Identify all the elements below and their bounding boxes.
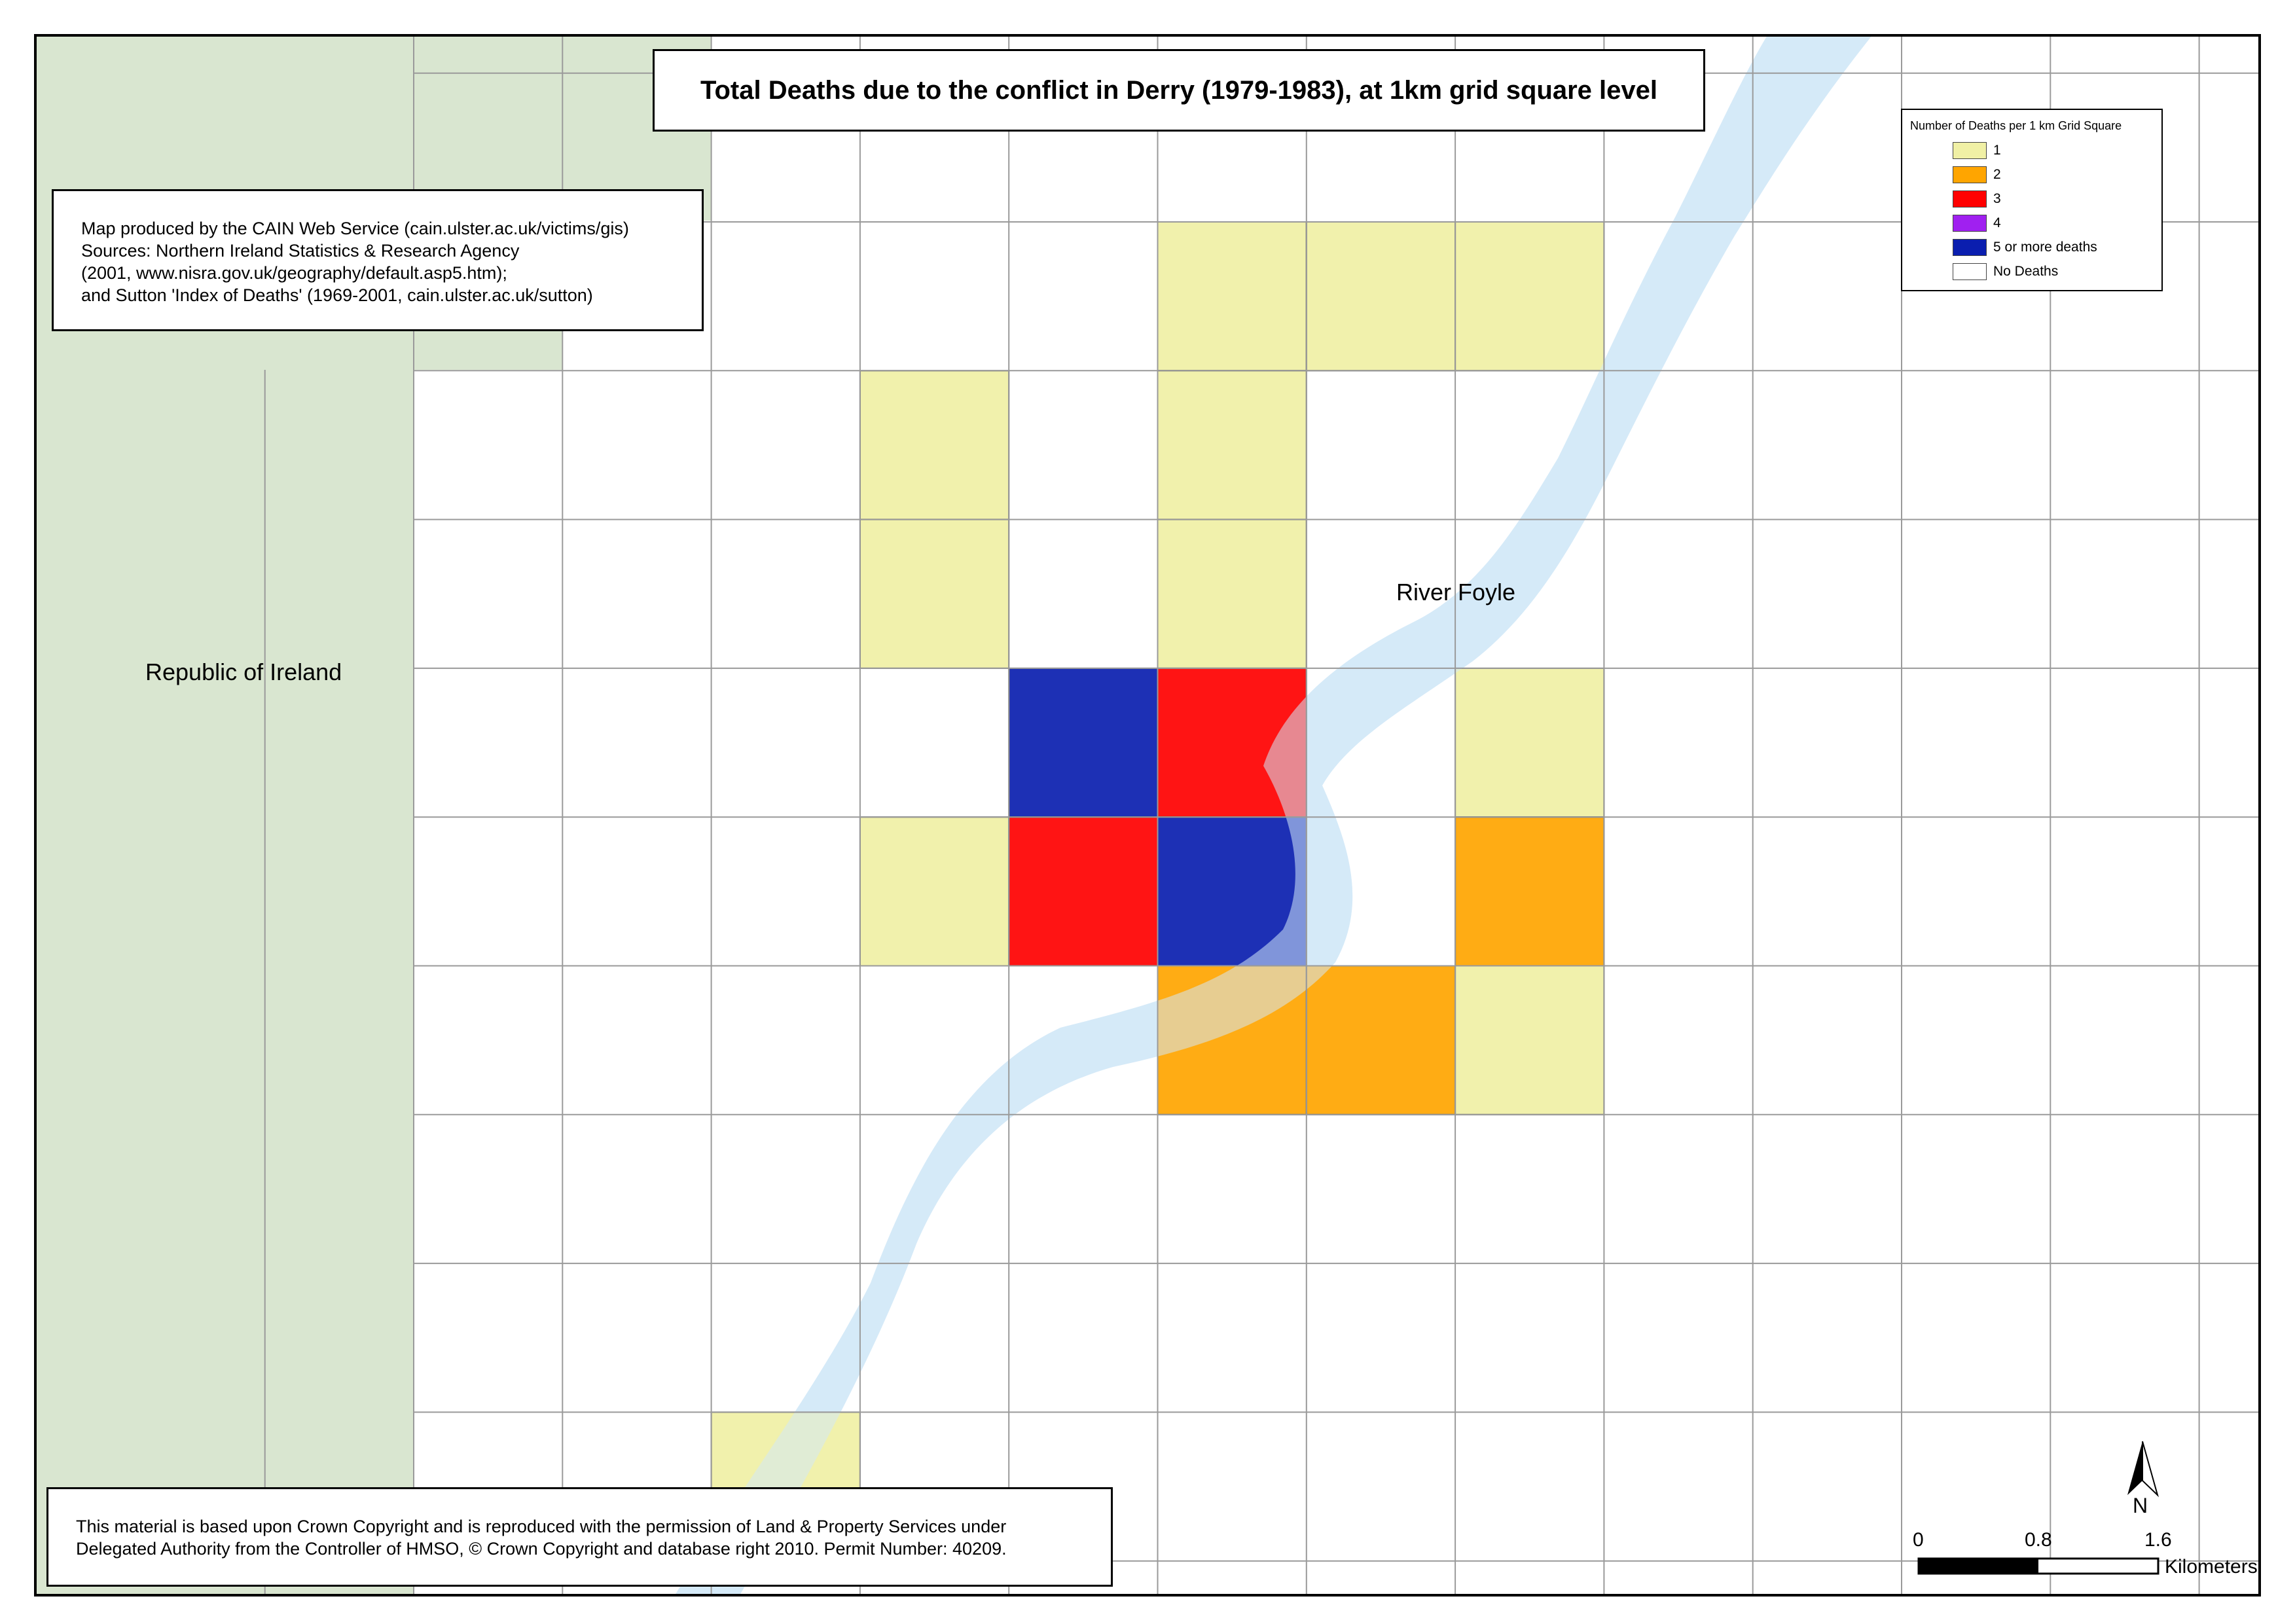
north-label: N [2133,1494,2148,1517]
legend-swatch [1953,141,1987,159]
legend-item: 4 [1910,211,2161,235]
legend-swatch [1953,190,1987,208]
legend: Number of Deaths per 1 km Grid Square 1 … [1901,109,2163,291]
source-line: and Sutton 'Index of Deaths' (1969-2001,… [81,285,593,305]
grid-square [1008,816,1159,967]
grid-square [1008,667,1159,818]
grid-square [1157,221,1307,372]
legend-label: 2 [1993,166,2001,182]
legend-label: No Deaths [1993,263,2059,279]
grid-square [1455,965,1605,1115]
legend-swatch [1953,166,1987,183]
republic-of-ireland-area [35,35,712,1595]
grid-square [1157,370,1307,520]
source-line: Sources: Northern Ireland Statistics & R… [81,241,520,261]
legend-item: No Deaths [1910,259,2161,283]
copyright-line: This material is based upon Crown Copyri… [76,1517,1007,1536]
source-info-box: Map produced by the CAIN Web Service (ca… [52,189,704,331]
copyright-box: This material is based upon Crown Copyri… [46,1487,1113,1587]
river-foyle-label: River Foyle [1396,579,1516,605]
legend-swatch [1953,238,1987,256]
legend-label: 4 [1993,215,2001,230]
legend-swatch [1953,262,1987,280]
copyright-line: Delegated Authority from the Controller … [76,1539,1007,1559]
source-line: (2001, www.nisra.gov.uk/geography/defaul… [81,263,507,283]
legend-title: Number of Deaths per 1 km Grid Square [1910,119,2122,132]
grid-square [859,518,1010,669]
scale-tick-0-8: 0.8 [2025,1529,2052,1551]
legend-item: 1 [1910,138,2161,162]
grid-square [859,370,1010,520]
grid-square [1305,965,1456,1115]
map-title-box: Total Deaths due to the conflict in Derr… [653,49,1705,132]
grid-square [1455,667,1605,818]
grid-square [1455,816,1605,967]
source-line: Map produced by the CAIN Web Service (ca… [81,219,629,238]
scale-bar [1917,1557,2159,1575]
scale-tick-0: 0 [1913,1529,1924,1551]
grid-cells [264,35,2260,1595]
grid-square [1455,221,1605,372]
scale-tick-1-6: 1.6 [2144,1529,2172,1551]
north-arrow-icon [2127,1441,2159,1498]
legend-item: 2 [1910,162,2161,187]
republic-of-ireland-label: Republic of Ireland [145,659,342,685]
legend-swatch [1953,214,1987,232]
legend-item: 3 [1910,187,2161,211]
scale-unit: Kilometers [2165,1556,2258,1578]
legend-label: 3 [1993,190,2001,206]
legend-label: 5 or more deaths [1993,239,2097,255]
map-title: Total Deaths due to the conflict in Derr… [700,75,1657,105]
legend-item: 5 or more deaths [1910,235,2161,259]
grid-square [859,816,1010,967]
grid-square [1305,221,1456,372]
grid-square [1157,518,1307,669]
legend-label: 1 [1993,142,2001,158]
